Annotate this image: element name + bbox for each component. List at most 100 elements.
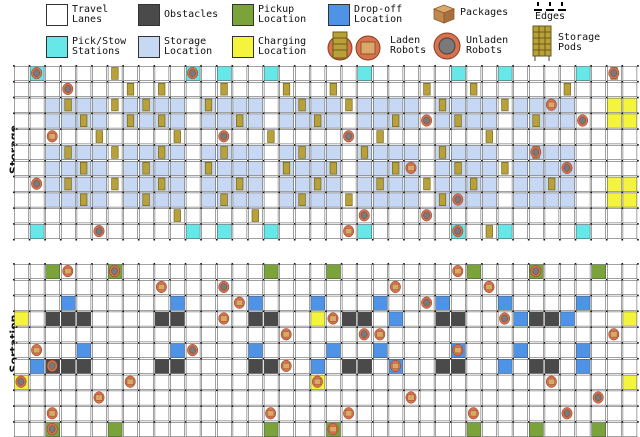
edge-mark — [403, 96, 405, 99]
robot-top — [49, 362, 56, 370]
edge-mark — [559, 128, 561, 130]
storage-cell — [497, 145, 513, 160]
storage-cell — [622, 113, 638, 129]
edge-mark — [200, 159, 202, 162]
sortation-cell — [451, 280, 466, 295]
edge-mark — [387, 389, 390, 392]
sortation-cell — [76, 327, 92, 343]
edge-mark — [309, 294, 312, 297]
legend-storage-label: Storage Location — [164, 35, 213, 57]
storage-cell — [451, 176, 466, 192]
sortation-cell — [310, 264, 326, 279]
edge-mark — [605, 342, 608, 344]
edge-mark — [13, 310, 15, 313]
storage-cell — [232, 224, 248, 239]
sortation-cell — [185, 264, 201, 279]
edge-mark — [356, 112, 358, 115]
package — [157, 283, 165, 290]
edge-mark — [75, 421, 78, 423]
edge-mark — [13, 65, 15, 67]
edge-mark — [465, 80, 468, 83]
storage-cell — [170, 113, 185, 129]
edge-mark — [169, 96, 171, 99]
edge-mark — [449, 389, 452, 392]
sortation-cell — [513, 295, 528, 311]
sortation-cell — [170, 390, 185, 406]
edge-mark — [231, 263, 234, 265]
edge-mark — [574, 65, 577, 67]
edge-mark — [637, 278, 639, 281]
edge-mark — [106, 128, 109, 130]
sortation-cell — [513, 311, 528, 327]
edge-mark — [325, 310, 327, 313]
edge-mark — [418, 144, 421, 146]
edge-mark — [559, 191, 561, 194]
edge-mark — [231, 310, 234, 313]
edge-mark — [309, 310, 312, 313]
edge-mark — [512, 96, 514, 99]
edge-mark — [231, 175, 234, 178]
sortation-cell — [388, 406, 404, 422]
edge-mark — [137, 207, 140, 209]
storage-pod — [485, 225, 493, 238]
edge-mark — [169, 144, 171, 146]
edge-mark — [137, 263, 140, 265]
storage-cell — [607, 208, 622, 224]
sortation-cell — [560, 343, 575, 358]
storage-cell — [482, 113, 497, 129]
storage-cell — [560, 176, 575, 192]
edge-mark — [106, 96, 109, 99]
sortation-cell — [185, 374, 201, 390]
sortation-cell — [170, 295, 185, 311]
storage-cell — [482, 145, 497, 160]
edge-mark — [403, 342, 405, 344]
edge-mark — [13, 159, 15, 162]
sortation-cell — [622, 359, 638, 374]
legend-laden-robots-label: Laden Robots — [390, 34, 427, 56]
sortation-cell — [123, 264, 138, 279]
sortation-cell — [76, 359, 92, 374]
edge-mark — [449, 96, 452, 99]
edge-mark — [496, 310, 499, 313]
sortation-cell — [295, 422, 310, 437]
storage-cell — [154, 192, 170, 208]
edge-mark — [418, 405, 421, 407]
package — [454, 347, 462, 354]
storage-cell — [29, 82, 45, 97]
edge-mark — [59, 263, 62, 265]
edge-mark — [559, 357, 561, 360]
edge-mark — [293, 223, 296, 225]
edge-mark — [215, 326, 218, 328]
sortation-cell — [326, 406, 341, 422]
edge-mark — [28, 357, 31, 360]
storage-cell — [185, 82, 201, 97]
edge-mark — [387, 263, 390, 265]
package — [469, 410, 477, 417]
storage-pod — [392, 114, 400, 128]
sortation-cell — [622, 374, 638, 390]
storage-cell — [139, 176, 154, 192]
sortation-cell — [591, 359, 606, 374]
storage-cell — [76, 66, 92, 81]
storage-pod — [532, 114, 540, 128]
storage-cell — [29, 208, 45, 224]
edge-mark — [543, 191, 546, 194]
storage-pod — [423, 177, 431, 191]
sortation-cell — [357, 264, 372, 279]
edge-mark — [247, 112, 249, 115]
storage-cell — [357, 161, 372, 176]
package — [454, 268, 462, 275]
sortation-cell — [404, 280, 419, 295]
edge-mark — [184, 405, 187, 407]
sortation-cell — [560, 311, 575, 327]
storage-pod — [236, 114, 244, 128]
storage-cell — [544, 113, 560, 129]
edge-mark — [184, 389, 187, 392]
package — [282, 362, 290, 369]
edge-mark — [44, 278, 46, 281]
edge-mark — [387, 207, 390, 209]
storage-cell — [607, 145, 622, 160]
edge-mark — [247, 159, 249, 162]
edge-mark — [13, 373, 15, 376]
edge-mark — [215, 144, 218, 146]
